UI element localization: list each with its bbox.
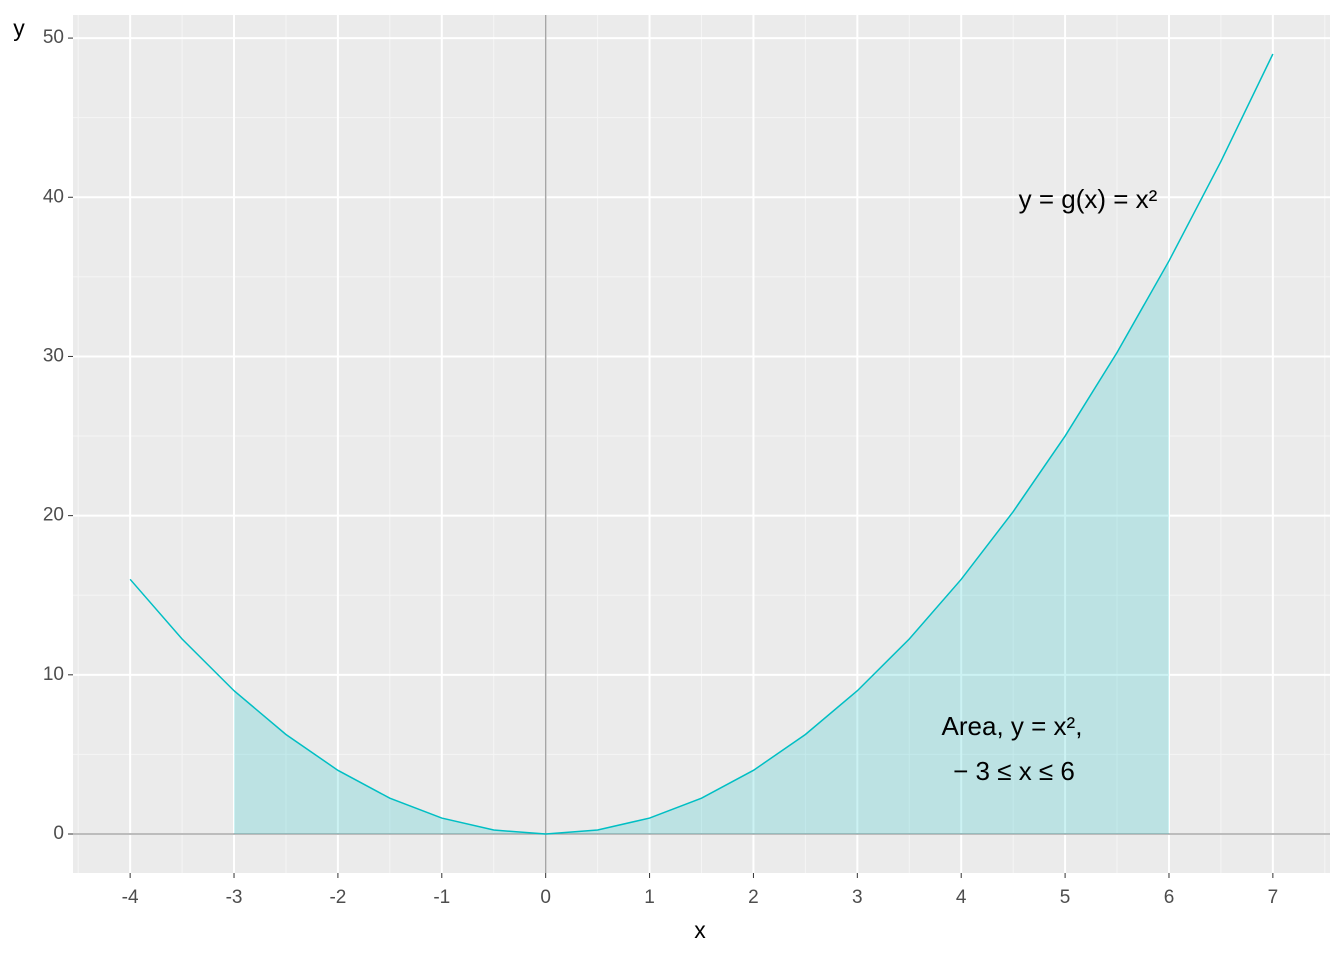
annotation: − 3 ≤ x ≤ 6 [953, 756, 1075, 786]
x-tick-label: 4 [956, 887, 967, 908]
x-axis-title: x [694, 917, 706, 943]
x-tick-label: 5 [1060, 887, 1071, 908]
x-tick-label: -2 [329, 887, 346, 908]
y-tick-label: 30 [43, 345, 64, 366]
annotation: Area, y = x², [942, 711, 1083, 741]
x-tick-label: -4 [122, 887, 139, 908]
x-tick-label: 2 [748, 887, 759, 908]
y-tick-label: 40 [43, 186, 64, 207]
marks [129, 53, 1274, 835]
annotation: y = g(x) = x² [1019, 184, 1158, 214]
y-tick-label: 10 [43, 664, 64, 685]
y-tick-label: 50 [43, 27, 64, 48]
x-tick-label: 7 [1268, 887, 1279, 908]
x-tick-label: 3 [852, 887, 863, 908]
line [129, 53, 1274, 835]
grid [73, 15, 1330, 873]
x-tick-label: 1 [644, 887, 655, 908]
y-tick-label: 20 [43, 505, 64, 526]
area [234, 260, 1169, 834]
x-tick-label: 6 [1164, 887, 1175, 908]
y-axis-title: y [13, 15, 25, 41]
x-tick-label: -3 [226, 887, 243, 908]
y-tick-label: 0 [53, 823, 64, 844]
x-tick-label: -1 [433, 887, 450, 908]
x-tick-label: 0 [540, 887, 551, 908]
